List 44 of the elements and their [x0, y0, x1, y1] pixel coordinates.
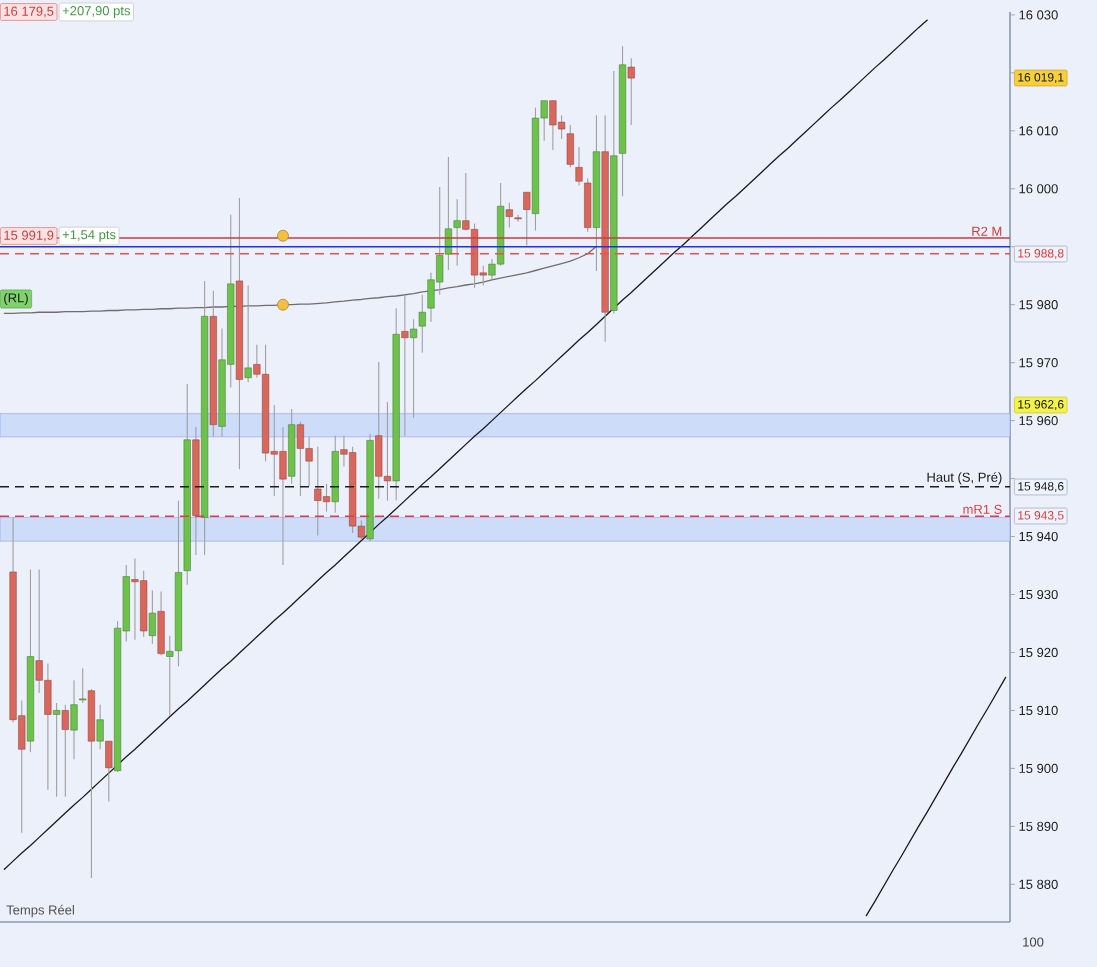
text: 15 962,6 — [1018, 400, 1064, 410]
text: 100 — [1023, 937, 1044, 947]
annotation: +207,90 pts — [62, 6, 130, 18]
candlestick — [410, 318, 418, 419]
ref-line-label: R2 M — [972, 226, 1002, 236]
candlestick — [148, 589, 156, 645]
y-tick-label: 15 910 — [1019, 705, 1058, 716]
candlestick — [418, 294, 426, 354]
y-tick-label: 15 900 — [1019, 763, 1058, 773]
y-tick-label: 16 030 — [1019, 10, 1058, 20]
y-tick-label: 15 940 — [1019, 531, 1058, 542]
y-tick-label: 15 920 — [1019, 647, 1058, 658]
annotation: Temps Réel — [6, 904, 74, 918]
candlestick — [401, 294, 409, 437]
ref-line-label: Haut (S, Pré) — [927, 472, 1002, 485]
ref-line-label: mR1 S — [963, 504, 1002, 514]
y-tick-label: 15 930 — [1019, 589, 1058, 600]
annotation: +1,54 pts — [62, 230, 116, 242]
candlestick — [505, 202, 513, 229]
candlestick — [96, 704, 104, 750]
candlestick — [244, 285, 252, 383]
candlestick — [514, 214, 522, 223]
text: 16 019,1 — [1018, 73, 1064, 83]
candlestick — [453, 198, 461, 267]
candlestick — [79, 667, 87, 704]
candlestick — [575, 146, 583, 186]
y-tick-label: 15 970 — [1019, 358, 1058, 368]
candlestick — [61, 704, 69, 798]
annotation: (RL) — [4, 292, 28, 306]
y-tick-label: 15 880 — [1019, 879, 1058, 889]
y-tick-label: 15 980 — [1019, 300, 1058, 310]
annotation: 16 179,5 — [4, 6, 54, 18]
candlestick — [166, 635, 174, 717]
y-tick-label: 15 890 — [1019, 821, 1058, 831]
text: 15 948,6 — [1018, 482, 1064, 492]
candlestick — [523, 191, 531, 247]
candlestick — [53, 702, 61, 798]
annotation: 15 991,9 — [4, 230, 54, 242]
candlestick — [627, 57, 635, 126]
text: 15 988,8 — [1018, 249, 1064, 259]
y-tick-label: 16 000 — [1019, 184, 1058, 194]
y-tick-label: 15 960 — [1019, 416, 1058, 426]
text: 15 943,5 — [1018, 511, 1064, 521]
y-tick-label: 16 010 — [1019, 126, 1058, 136]
